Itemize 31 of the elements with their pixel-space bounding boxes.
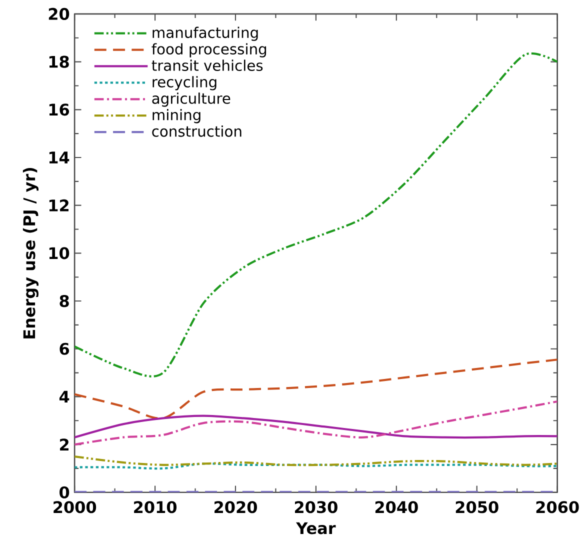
y-tick-label: 18 (49, 56, 69, 68)
y-tick-label: 2 (60, 438, 68, 450)
x-tick-label: 2010 (134, 500, 177, 514)
legend-label: construction (152, 125, 242, 137)
y-tick-label: 0 (60, 486, 70, 498)
line-series (74, 414, 558, 438)
y-tick-label: 10 (49, 246, 70, 260)
x-tick-label: 2030 (294, 500, 338, 514)
y-tick-label: 8 (60, 294, 69, 307)
y-tick-label: 14 (49, 152, 70, 164)
x-tick-label: 2040 (375, 500, 418, 514)
legend-label: agriculture (152, 92, 230, 107)
y-tick-label: 20 (48, 8, 70, 20)
line-series (74, 400, 558, 446)
x-tick-label: 2000 (54, 500, 96, 514)
legend-label: manufacturing (152, 26, 258, 41)
line-series (74, 455, 558, 466)
y-axis-title: Energy use (PJ / yr) (22, 168, 38, 338)
x-tick-label: 2050 (456, 500, 498, 514)
legend-label: mining (152, 108, 200, 124)
x-tick-label: 2020 (214, 500, 257, 514)
y-tick-label: 12 (49, 199, 68, 212)
x-tick-label: 2060 (536, 500, 579, 514)
legend-label: food processing (152, 43, 266, 58)
y-tick-label: 6 (60, 342, 70, 355)
y-tick-label: 16 (49, 103, 70, 116)
line-series (74, 358, 558, 420)
legend-label: recycling (152, 76, 216, 90)
legend-label: transit vehicles (152, 59, 263, 71)
x-axis-title: Year (296, 522, 336, 534)
y-tick-label: 4 (59, 390, 70, 402)
